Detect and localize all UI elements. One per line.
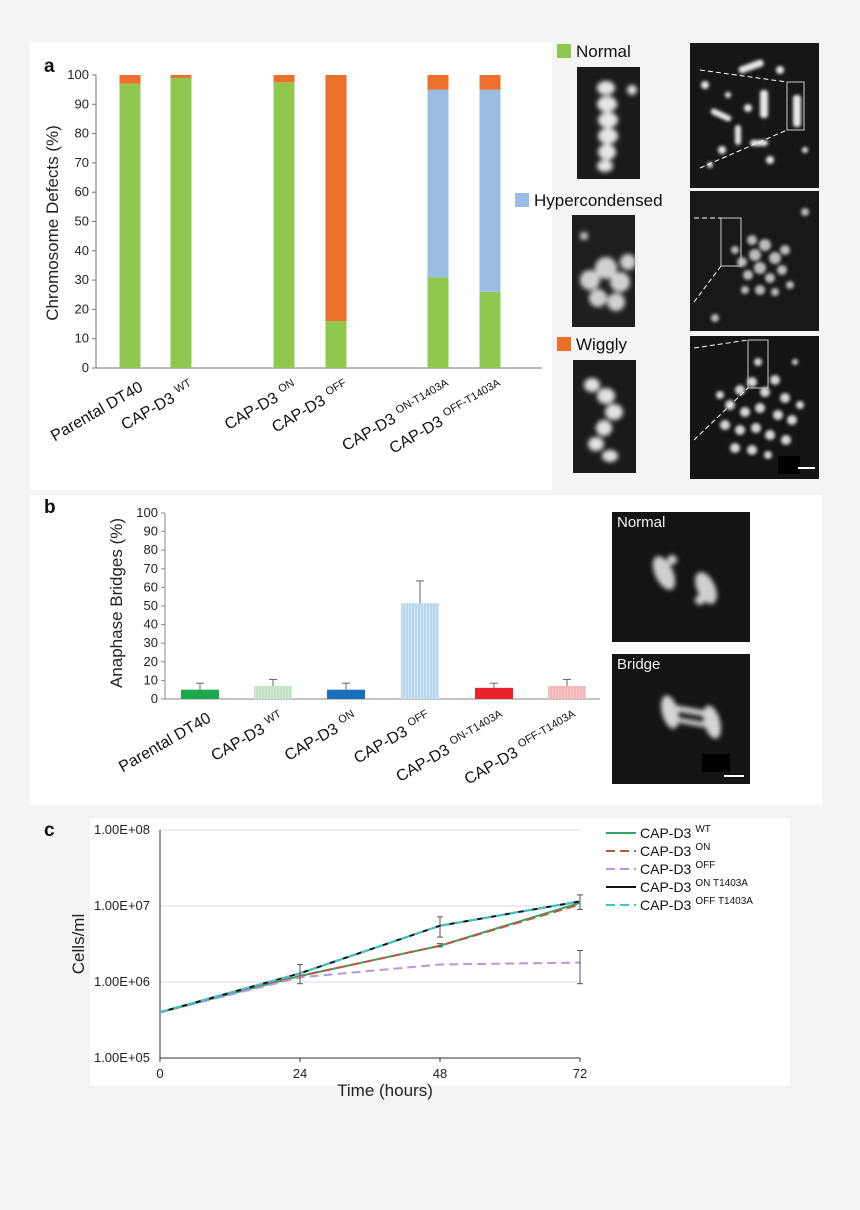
panel-letter-b: b [44,497,56,518]
legend-label-on-t1403a: CAP-D3 ON T1403A [640,878,748,895]
y-tick-label: 1.00E+05 [94,1050,150,1065]
x-tick-label: 0 [156,1066,163,1081]
micrograph-label-normal: Normal [617,514,665,531]
micrograph-wiggly-spread [690,336,819,479]
legend-swatch-normal [557,44,571,58]
y-tick-label: 50 [144,598,158,613]
legend-label-base: CAP-D3 [640,825,692,841]
legend-label-base: CAP-D3 [640,861,692,877]
panel-a-legend: Normal Hypercondensed Wiggly [515,42,663,354]
bar-normal-4 [427,277,449,368]
y-tick-label: 100 [136,505,158,520]
legend-label-superscript: ON T1403A [695,878,748,889]
y-tick-label: 60 [144,579,158,594]
y-tick-label: 10 [75,331,89,346]
bar-wiggly-0 [119,75,141,84]
chart-b-y-axis-title: Anaphase Bridges (%) [107,518,126,688]
y-tick-label: 70 [75,155,89,170]
y-tick-label: 30 [144,635,158,650]
bar-hypercondensed-5 [479,89,501,292]
y-tick-label: 90 [144,524,158,539]
legend-label-wiggly: Wiggly [576,335,628,354]
legend-label-superscript: ON [695,842,710,853]
bar-wiggly-4 [427,75,449,90]
y-tick-label: 1.00E+07 [94,898,150,913]
y-tick-label: 1.00E+08 [94,822,150,837]
micrograph-label-bridge: Bridge [617,656,660,673]
series-line-off [159,961,581,1014]
x-tick-label: 72 [573,1066,587,1081]
y-tick-label: 0 [151,691,158,706]
x-tick-label: 48 [433,1066,447,1081]
bar-2 [327,689,365,699]
bar-wiggly-3 [325,75,347,322]
y-tick-label: 0 [82,360,89,375]
legend-swatch-wiggly [557,337,571,351]
micrograph-hypercondensed-spread [690,191,819,331]
y-tick-label: 60 [75,184,89,199]
micrograph-normal-zoom [577,67,640,179]
panel-c-background [90,818,790,1086]
x-tick-label: 24 [293,1066,307,1081]
bar-texture-3 [401,603,439,699]
y-tick-label: 30 [75,272,89,287]
legend-label-superscript: OFF [695,860,715,871]
y-tick-label: 80 [144,542,158,557]
legend-swatch-hypercondensed [515,193,529,207]
y-tick-label: 20 [144,654,158,669]
legend-label-hypercondensed: Hypercondensed [534,191,663,210]
legend-label-superscript: OFF T1403A [695,896,753,907]
y-tick-label: 40 [144,617,158,632]
chart-a-y-axis-title: Chromosome Defects (%) [43,125,62,321]
y-tick-label: 90 [75,96,89,111]
micrograph-anaphase-normal: Normal [612,512,750,642]
y-tick-label: 20 [75,301,89,316]
bar-texture-1 [254,685,292,699]
bar-4 [475,687,513,699]
y-tick-label: 10 [144,672,158,687]
bar-wiggly-1 [170,75,192,78]
legend-label-base: CAP-D3 [640,879,692,895]
chart-c-x-axis-title: Time (hours) [337,1081,433,1100]
bar-wiggly-2 [273,75,295,83]
legend-label-superscript: WT [695,824,711,835]
y-tick-label: 1.00E+06 [94,974,150,989]
panel-letter-a: a [44,56,55,77]
micrograph-hypercondensed-zoom [572,215,636,327]
bar-normal-0 [119,83,141,368]
bar-normal-5 [479,291,501,368]
panel-letter-c: c [44,820,55,841]
y-tick-label: 70 [144,561,158,576]
legend-label-normal: Normal [576,42,631,61]
chart-c-y-axis-title: Cells/ml [69,914,88,974]
y-tick-label: 40 [75,243,89,258]
bar-hypercondensed-4 [427,89,449,278]
micrograph-normal-spread [690,43,819,188]
bar-0 [181,689,219,699]
legend-label-off: CAP-D3 OFF [640,860,715,877]
y-tick-label: 100 [67,67,89,82]
y-tick-label: 50 [75,214,89,229]
bar-normal-3 [325,321,347,368]
bar-normal-2 [273,82,295,368]
bar-normal-1 [170,77,192,369]
legend-label-base: CAP-D3 [640,843,692,859]
bar-wiggly-5 [479,75,501,90]
bar-texture-5 [548,685,586,699]
chart-c: 1.00E+05 1.00E+06 1.00E+07 1.00E+08 0 24 48 72 [94,822,587,1081]
legend-label-on: CAP-D3 ON [640,842,710,859]
legend-label-wt: CAP-D3 WT [640,824,711,841]
legend-label-off-t1403a: CAP-D3 OFF T1403A [640,896,753,913]
legend-label-base: CAP-D3 [640,897,692,913]
y-tick-label: 80 [75,126,89,141]
micrograph-anaphase-bridge: Bridge [612,654,750,784]
series-line-off-t1403a [159,900,581,1014]
micrograph-wiggly-zoom [573,360,636,473]
